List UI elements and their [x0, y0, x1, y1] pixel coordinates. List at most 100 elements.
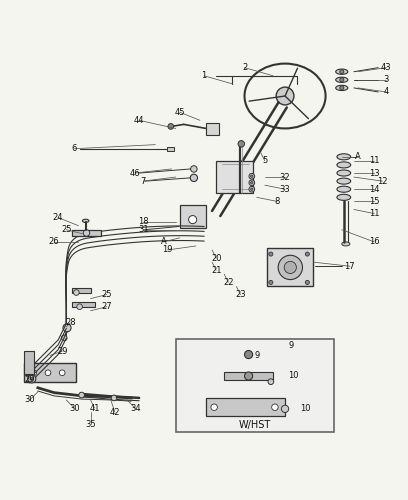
Text: 10: 10: [288, 371, 298, 380]
Text: 44: 44: [134, 116, 144, 125]
Circle shape: [340, 70, 344, 73]
Ellipse shape: [337, 194, 351, 200]
Circle shape: [77, 304, 82, 310]
Text: 17: 17: [345, 262, 355, 270]
Circle shape: [249, 180, 255, 186]
Bar: [72, 288, 91, 292]
Circle shape: [249, 174, 255, 179]
Text: 34: 34: [130, 404, 140, 412]
Circle shape: [63, 324, 71, 332]
Ellipse shape: [337, 162, 351, 168]
Bar: [175, 339, 334, 432]
Circle shape: [278, 256, 302, 280]
Bar: [72, 302, 95, 306]
Text: 32: 32: [280, 172, 290, 182]
Circle shape: [269, 252, 273, 256]
Ellipse shape: [342, 242, 350, 246]
Text: 9: 9: [254, 351, 259, 360]
Text: 1: 1: [202, 72, 206, 80]
Text: 4: 4: [384, 88, 389, 96]
Circle shape: [251, 175, 253, 178]
Text: 28: 28: [65, 318, 75, 328]
Circle shape: [251, 188, 253, 190]
Circle shape: [30, 377, 33, 380]
Circle shape: [45, 370, 51, 376]
Text: 11: 11: [369, 209, 379, 218]
Text: 12: 12: [377, 176, 388, 186]
Text: 15: 15: [369, 197, 379, 206]
Text: 11: 11: [369, 156, 379, 166]
Text: 14: 14: [369, 184, 379, 194]
Text: 45: 45: [175, 108, 185, 116]
Circle shape: [282, 405, 289, 412]
Text: 2: 2: [242, 63, 247, 72]
Bar: [24, 364, 76, 382]
Polygon shape: [216, 161, 253, 194]
Circle shape: [249, 186, 255, 192]
Circle shape: [211, 404, 217, 410]
Circle shape: [31, 370, 37, 376]
Circle shape: [238, 140, 244, 147]
Ellipse shape: [336, 86, 348, 90]
Text: 24: 24: [53, 213, 63, 222]
Text: 21: 21: [211, 266, 222, 275]
Bar: [206, 123, 219, 134]
Bar: [72, 230, 101, 236]
Ellipse shape: [337, 154, 351, 160]
Circle shape: [168, 124, 174, 129]
Ellipse shape: [336, 77, 348, 82]
Text: 26: 26: [49, 238, 60, 246]
Text: 27: 27: [102, 302, 112, 311]
Text: 29: 29: [57, 347, 67, 356]
Circle shape: [268, 379, 274, 384]
Circle shape: [79, 392, 84, 398]
Text: 5: 5: [262, 156, 267, 166]
Ellipse shape: [336, 69, 348, 74]
Circle shape: [340, 78, 344, 82]
Text: 16: 16: [369, 238, 379, 246]
Text: W/HST: W/HST: [239, 420, 271, 430]
Circle shape: [28, 375, 36, 383]
Text: 25: 25: [61, 225, 71, 234]
Bar: [224, 372, 273, 380]
Ellipse shape: [337, 170, 351, 176]
Circle shape: [61, 335, 67, 341]
Text: 35: 35: [85, 420, 96, 428]
Circle shape: [244, 372, 253, 380]
Circle shape: [305, 280, 309, 284]
Text: 6: 6: [72, 144, 77, 153]
Text: 25: 25: [102, 290, 112, 299]
Circle shape: [251, 182, 253, 184]
Bar: [167, 146, 174, 150]
Ellipse shape: [337, 178, 351, 184]
Bar: [267, 248, 313, 286]
Circle shape: [340, 86, 344, 90]
Ellipse shape: [337, 186, 351, 192]
Text: 29: 29: [24, 375, 35, 384]
Text: 10: 10: [300, 404, 310, 412]
Circle shape: [272, 404, 278, 410]
Circle shape: [190, 174, 197, 182]
Text: 23: 23: [235, 290, 246, 299]
Text: 33: 33: [279, 184, 290, 194]
Text: 46: 46: [130, 168, 140, 177]
Circle shape: [269, 280, 273, 284]
Text: 13: 13: [369, 168, 379, 177]
Text: 7: 7: [140, 176, 146, 186]
Circle shape: [188, 216, 197, 224]
Text: 30: 30: [69, 404, 80, 412]
Bar: [24, 352, 34, 374]
Circle shape: [305, 252, 309, 256]
Text: 8: 8: [274, 197, 279, 206]
Text: 20: 20: [211, 254, 222, 262]
Circle shape: [26, 370, 34, 378]
Text: 31: 31: [138, 225, 149, 234]
Text: A: A: [161, 238, 166, 246]
Text: 19: 19: [162, 246, 173, 254]
Circle shape: [191, 166, 197, 172]
Text: 3: 3: [384, 76, 389, 84]
Circle shape: [59, 370, 65, 376]
Bar: [206, 398, 285, 416]
Text: 30: 30: [24, 396, 35, 404]
Circle shape: [73, 290, 79, 296]
